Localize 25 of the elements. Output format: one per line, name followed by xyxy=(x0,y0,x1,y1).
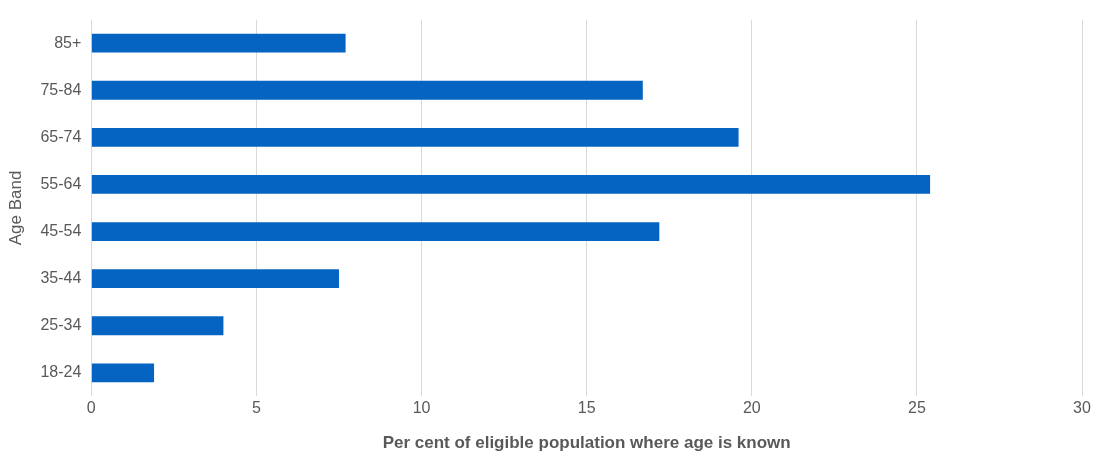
x-tick-label: 10 xyxy=(412,399,431,417)
y-tick-label: 25-34 xyxy=(40,316,82,334)
bar xyxy=(91,33,346,53)
x-tick-label: 30 xyxy=(1073,399,1091,417)
y-axis-title: Age Band xyxy=(5,170,25,246)
x-tick-label: 25 xyxy=(907,399,926,417)
x-tick-label: 5 xyxy=(251,399,261,417)
x-axis-title: Per cent of eligible population where age is known xyxy=(382,433,791,453)
y-tick-label: 45-54 xyxy=(40,221,82,239)
y-tick-label: 35-44 xyxy=(40,269,82,287)
y-tick-label: 65-74 xyxy=(40,127,82,145)
bar xyxy=(91,80,643,100)
bar xyxy=(91,316,224,336)
bar xyxy=(91,222,660,241)
bar xyxy=(91,269,339,289)
bar xyxy=(91,363,155,383)
y-tick-label: 75-84 xyxy=(40,80,82,98)
bar xyxy=(91,175,931,194)
x-tick-label: 20 xyxy=(742,399,761,417)
y-tick-label: 18-24 xyxy=(40,363,82,381)
x-tick-label: 15 xyxy=(577,399,596,417)
y-tick-label: 85+ xyxy=(54,33,82,51)
bar xyxy=(91,127,739,147)
x-tick-label: 0 xyxy=(86,399,96,417)
y-tick-label: 55-64 xyxy=(40,174,82,192)
